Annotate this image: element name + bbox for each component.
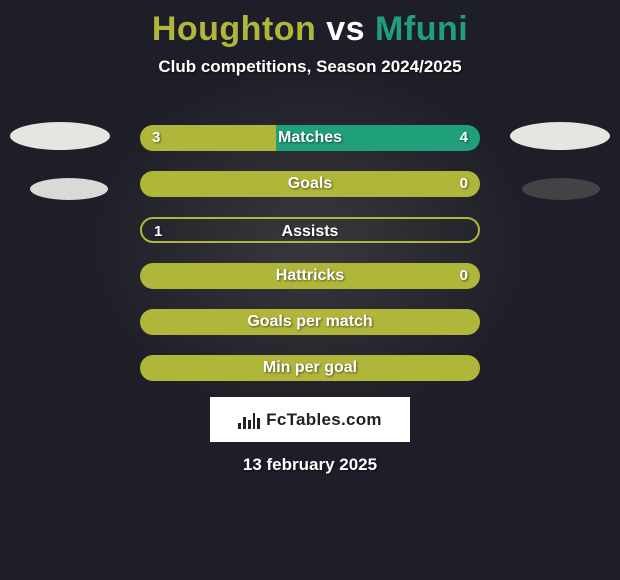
stat-value-right: 0 [460,171,468,197]
player-left-team-badge [30,178,108,200]
player-right-team-badge [522,178,600,200]
player-right-name: Mfuni [375,10,468,48]
player-left-name: Houghton [152,10,317,48]
stat-value-right: 4 [460,125,468,151]
comparison-title: Houghton vs Mfuni [0,0,620,49]
stat-label: Goals [140,171,480,197]
stat-row: Goals per match [140,309,480,335]
date-text: 13 february 2025 [0,455,620,475]
stat-label: Hattricks [140,263,480,289]
stat-row: Hattricks0 [140,263,480,289]
comparison-card: Houghton vs Mfuni Club competitions, Sea… [0,0,620,580]
subtitle: Club competitions, Season 2024/2025 [0,57,620,77]
stat-row: Min per goal [140,355,480,381]
fctables-text: FcTables.com [266,410,382,430]
player-right-avatar [510,122,610,150]
stat-label: Min per goal [140,355,480,381]
stat-value-right: 0 [460,263,468,289]
stat-label: Goals per match [140,309,480,335]
stats-list: Matches34Goals0Assists1Hattricks0Goals p… [140,125,480,401]
bars-icon [238,411,260,429]
stat-row: Goals0 [140,171,480,197]
stat-label: Matches [140,125,480,151]
stat-row: Assists1 [140,217,480,243]
stat-value-left: 3 [152,125,160,151]
fctables-watermark: FcTables.com [210,397,410,442]
stat-label: Assists [142,219,478,241]
stat-value-left: 1 [154,219,162,241]
stat-row: Matches3 4 [140,125,480,151]
player-left-avatar [10,122,110,150]
vs-text: vs [326,10,365,48]
